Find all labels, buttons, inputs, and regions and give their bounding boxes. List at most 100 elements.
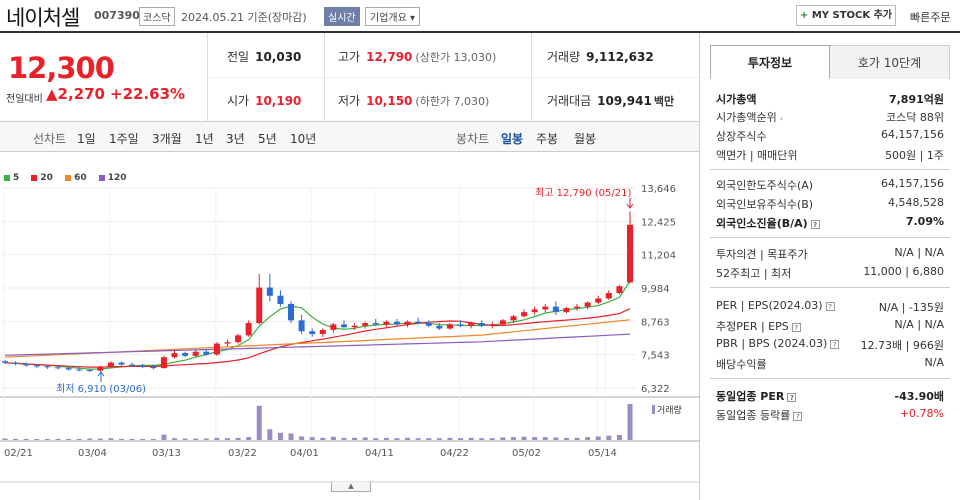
candle <box>107 362 114 367</box>
candle <box>372 323 379 325</box>
candle <box>457 324 464 326</box>
info-divider <box>710 287 950 288</box>
candle <box>309 331 316 334</box>
stock-code: 007390 <box>94 9 140 22</box>
candle <box>531 309 538 313</box>
candle <box>351 325 358 328</box>
row-sector-per: 동일업종 PER? -43.90배 <box>716 390 944 403</box>
period-1w[interactable]: 1주일 <box>109 132 139 146</box>
candle <box>245 323 252 336</box>
volume-bar <box>267 429 273 440</box>
help-icon[interactable]: ? <box>830 339 840 349</box>
stock-header: 네이처셀 007390 코스닥 2024.05.21 기준(장마감) 실시간 기… <box>0 0 960 33</box>
candle-daily[interactable]: 일봉 <box>501 132 524 146</box>
tab-investment-info[interactable]: 투자정보 <box>710 45 830 79</box>
info-tabs: 투자정보 호가 10단계 <box>710 45 950 79</box>
ma120-line <box>4 333 631 356</box>
add-mystock-button[interactable]: + MY STOCK 추가 <box>796 5 896 26</box>
candle <box>182 353 189 356</box>
candle <box>393 321 400 325</box>
period-selector: 선차트 1일 1주일 3개월 1년 3년 5년 10년 봉차트 일봉 주봉 월봉 <box>0 121 699 152</box>
candle-monthly[interactable]: 월봉 <box>574 132 597 146</box>
candle <box>298 320 305 332</box>
volume-bar <box>341 437 347 440</box>
volume-bar <box>553 437 559 440</box>
volume-legend-label: 거래량 <box>657 404 682 416</box>
company-info-label: 기업개요 <box>370 13 407 24</box>
candle <box>595 298 602 303</box>
candle-weekly[interactable]: 주봉 <box>536 132 559 146</box>
candle <box>97 366 104 371</box>
period-1y[interactable]: 1년 <box>195 132 214 146</box>
quick-order-button[interactable]: 빠른주문 <box>910 11 951 24</box>
period-10y[interactable]: 10년 <box>290 132 317 146</box>
volume-bar <box>214 437 220 440</box>
candle <box>627 224 633 283</box>
candle <box>499 320 506 325</box>
candle <box>478 323 485 326</box>
period-5y[interactable]: 5년 <box>258 132 277 146</box>
help-icon[interactable]: ? <box>810 219 820 229</box>
candle <box>150 366 157 369</box>
company-info-button[interactable]: 기업개요 ▾ <box>365 7 421 26</box>
candle <box>574 306 581 309</box>
volume-bar <box>224 438 230 440</box>
diff-label: 전일대비 <box>6 94 43 105</box>
volume-bar <box>595 436 601 440</box>
price-chart-panel: 12,300 전일대비 ▲2,270 +22.63% 전일 10,030 고가 12… <box>0 33 700 500</box>
volume-bar <box>521 436 527 440</box>
volume-bar <box>574 437 580 440</box>
realtime-button[interactable]: 실시간 <box>324 7 360 26</box>
y-tick-label: 11,204 <box>641 251 676 262</box>
candle <box>129 364 136 366</box>
help-icon[interactable]: ? <box>825 301 835 311</box>
candle <box>266 287 273 296</box>
y-tick-label: 6,322 <box>641 384 670 395</box>
volume-bar <box>458 438 464 440</box>
help-icon[interactable]: ? <box>793 411 803 421</box>
resize-handle[interactable]: ▲ <box>331 482 371 492</box>
stats-divider <box>531 33 532 121</box>
legend-ma5: 5 <box>4 173 19 183</box>
volume-bar <box>55 438 61 440</box>
legend-ma60: 60 <box>65 173 87 183</box>
help-icon[interactable]: ? <box>787 392 797 402</box>
volume-bar <box>203 438 209 440</box>
volume-bar <box>330 436 336 440</box>
volume-bar <box>87 438 93 440</box>
candle <box>12 362 19 365</box>
row-sector-rate: 동일업종 등락률? +0.78% <box>716 407 944 422</box>
candle <box>277 295 284 304</box>
candle <box>33 365 40 367</box>
max-arrow-icon <box>626 198 634 209</box>
trade-amount: 거래대금 109,941 백만 <box>547 94 675 108</box>
volume-bar <box>256 405 262 440</box>
x-tick-label: 03/04 <box>78 448 107 459</box>
x-tick-label: 04/22 <box>440 448 469 459</box>
volume-bar <box>66 438 72 440</box>
volume-bar <box>309 437 315 440</box>
x-tick-label: 03/13 <box>152 448 181 459</box>
volume-bar <box>44 438 50 440</box>
volume-bar <box>352 437 358 440</box>
candle <box>65 368 72 370</box>
candle <box>446 324 453 329</box>
period-1d[interactable]: 1일 <box>77 132 96 146</box>
period-3y[interactable]: 3년 <box>226 132 245 146</box>
x-tick-label: 04/11 <box>365 448 394 459</box>
volume-bar <box>246 437 252 440</box>
period-3m[interactable]: 3개월 <box>152 132 182 146</box>
help-icon[interactable]: ? <box>791 322 801 332</box>
candle <box>489 324 496 326</box>
candle <box>2 361 8 363</box>
volume-bar <box>415 438 421 440</box>
y-tick-label: 13,646 <box>641 184 676 195</box>
volume-bar <box>129 438 135 440</box>
row-dividend: 배당수익률 N/A <box>716 356 944 371</box>
chevron-up-icon: ▲ <box>348 482 354 490</box>
candle <box>192 351 199 356</box>
volume-bar <box>108 438 114 440</box>
candle <box>23 364 30 366</box>
tab-orderbook[interactable]: 호가 10단계 <box>830 45 950 79</box>
candle <box>44 366 51 368</box>
